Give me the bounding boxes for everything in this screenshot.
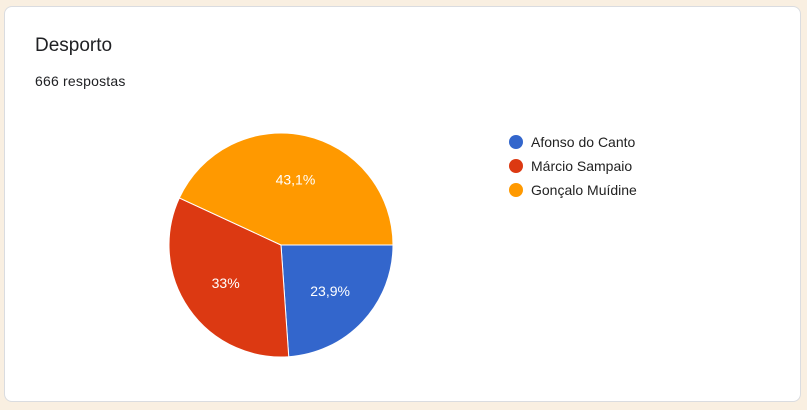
pie-slice-1[interactable]: [168, 197, 290, 358]
legend-label: Gonçalo Muídine: [531, 182, 637, 198]
slice-label-0: 23,9%: [310, 283, 350, 299]
legend-item[interactable]: Afonso do Canto: [509, 130, 637, 154]
pie-slice-2[interactable]: [178, 132, 394, 246]
legend-item[interactable]: Gonçalo Muídine: [509, 178, 637, 202]
legend-label: Márcio Sampaio: [531, 158, 633, 174]
legend: Afonso do Canto Márcio Sampaio Gonçalo Muí…: [509, 130, 637, 202]
legend-dot-icon: [509, 159, 523, 173]
response-count: 666 respostas: [35, 73, 126, 89]
slice-label-2: 43,1%: [276, 171, 316, 187]
legend-dot-icon: [509, 135, 523, 149]
question-title: Desporto: [35, 35, 113, 56]
legend-item[interactable]: Márcio Sampaio: [509, 154, 637, 178]
legend-dot-icon: [509, 183, 523, 197]
chart-card: Desporto 666 respostas: [4, 6, 801, 402]
slice-label-1: 33%: [212, 275, 240, 291]
legend-label: Afonso do Canto: [531, 134, 636, 150]
pie-slice-0[interactable]: [280, 244, 394, 358]
